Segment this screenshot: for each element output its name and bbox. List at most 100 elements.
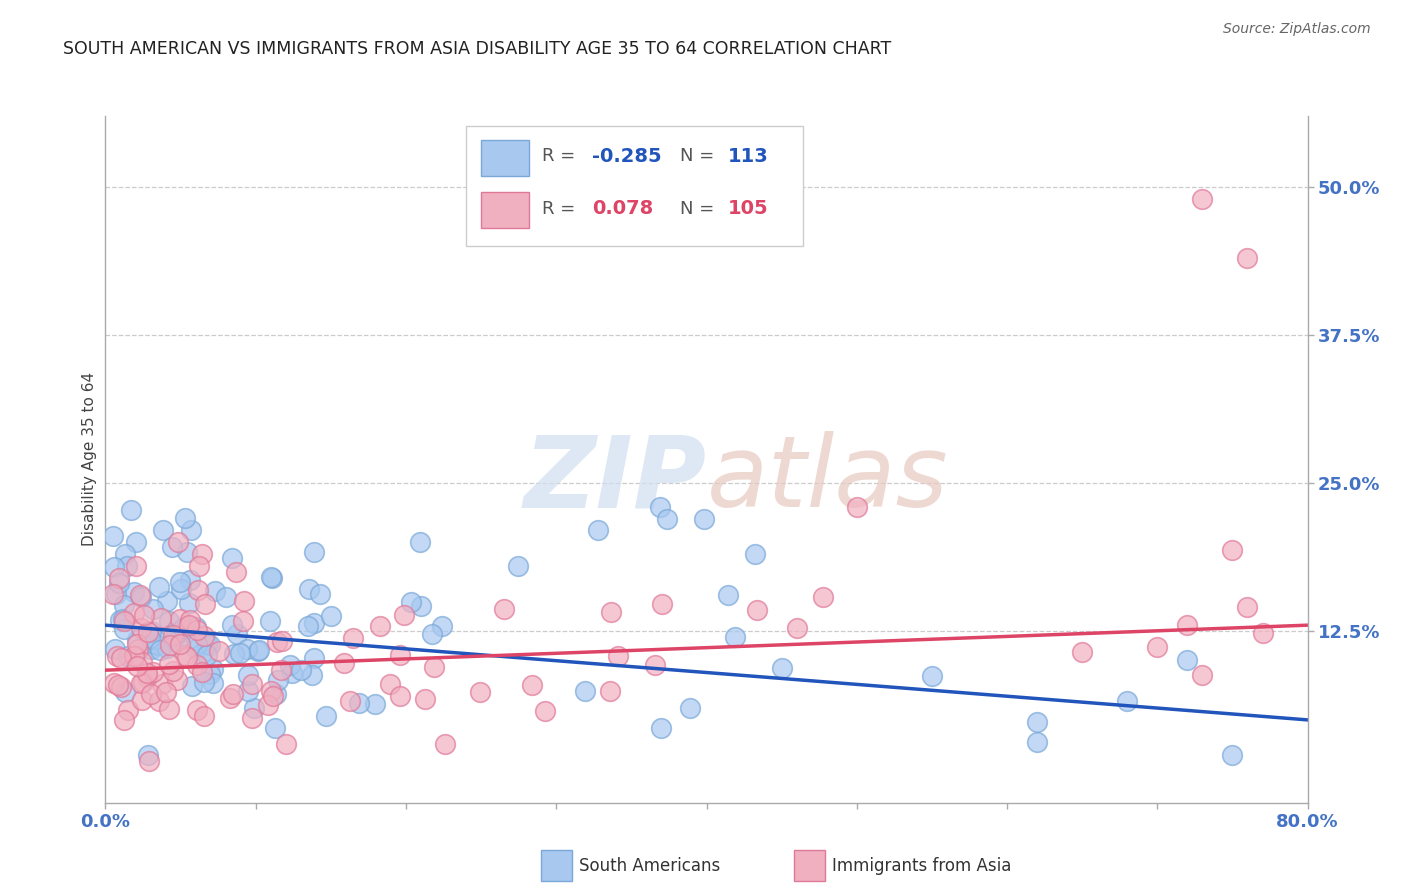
Point: [114, 547, 136, 561]
Point: [142, 601, 165, 615]
Point: [112, 615, 135, 629]
Point: [845, 500, 868, 514]
Point: [125, 535, 148, 549]
Point: [228, 646, 250, 660]
Point: [679, 701, 702, 715]
Point: [107, 571, 129, 585]
Text: R =: R =: [541, 200, 581, 218]
Point: [266, 635, 288, 649]
Point: [190, 648, 212, 662]
Text: 0.078: 0.078: [592, 199, 654, 219]
Point: [270, 633, 292, 648]
Point: [222, 687, 245, 701]
Point: [117, 648, 139, 663]
Y-axis label: Disability Age 35 to 64: Disability Age 35 to 64: [82, 372, 97, 547]
Point: [124, 648, 146, 663]
Point: [506, 558, 529, 573]
Point: [392, 608, 415, 623]
Text: Source: ZipAtlas.com: Source: ZipAtlas.com: [1223, 22, 1371, 37]
Point: [219, 690, 242, 705]
Text: SOUTH AMERICAN VS IMMIGRANTS FROM ASIA DISABILITY AGE 35 TO 64 CORRELATION CHART: SOUTH AMERICAN VS IMMIGRANTS FROM ASIA D…: [63, 40, 891, 58]
Text: -0.285: -0.285: [592, 147, 662, 166]
Point: [131, 590, 153, 604]
Point: [267, 673, 290, 687]
Point: [786, 621, 808, 635]
Point: [162, 665, 184, 679]
Point: [745, 602, 768, 616]
Point: [132, 675, 155, 690]
Point: [152, 524, 174, 538]
Point: [717, 589, 740, 603]
Point: [148, 694, 170, 708]
Point: [423, 660, 446, 674]
Point: [139, 642, 162, 657]
Point: [198, 666, 221, 681]
Point: [110, 651, 132, 665]
Point: [339, 694, 361, 708]
Point: [811, 590, 834, 604]
Point: [146, 638, 169, 652]
Point: [195, 637, 218, 651]
Point: [124, 584, 146, 599]
Point: [138, 755, 160, 769]
Point: [309, 587, 332, 601]
Point: [260, 683, 283, 698]
Point: [125, 632, 148, 647]
Point: [169, 575, 191, 590]
Point: [921, 669, 943, 683]
Point: [112, 713, 135, 727]
Point: [139, 631, 162, 645]
Point: [1251, 626, 1274, 640]
Point: [155, 685, 177, 699]
Point: [260, 570, 283, 584]
Point: [238, 684, 260, 698]
Point: [1146, 640, 1168, 655]
Point: [302, 615, 325, 630]
Point: [262, 571, 284, 585]
Point: [139, 624, 162, 639]
Point: [242, 701, 264, 715]
Text: atlas: atlas: [707, 432, 948, 528]
Point: [236, 667, 259, 681]
Point: [225, 566, 247, 580]
Text: Immigrants from Asia: Immigrants from Asia: [832, 857, 1012, 875]
Point: [388, 648, 411, 662]
Point: [1236, 599, 1258, 614]
Point: [122, 649, 145, 664]
Point: [1191, 192, 1213, 206]
Point: [107, 678, 129, 692]
Point: [651, 598, 673, 612]
Point: [117, 703, 139, 717]
Point: [599, 605, 621, 619]
Point: [180, 679, 202, 693]
Point: [160, 540, 183, 554]
Point: [364, 698, 387, 712]
Point: [177, 596, 200, 610]
Point: [235, 641, 257, 656]
Point: [169, 637, 191, 651]
Point: [470, 685, 492, 699]
Point: [342, 632, 364, 646]
Point: [368, 618, 391, 632]
Point: [270, 663, 292, 677]
Point: [108, 613, 131, 627]
Point: [264, 721, 287, 735]
Point: [607, 649, 630, 664]
Point: [193, 675, 215, 690]
Point: [201, 662, 224, 676]
Point: [242, 711, 264, 725]
Bar: [481, 192, 529, 228]
Point: [129, 621, 152, 635]
Point: [134, 607, 156, 622]
Point: [297, 619, 319, 633]
Point: [399, 595, 422, 609]
Point: [143, 632, 166, 646]
Point: [301, 668, 323, 682]
Point: [172, 621, 194, 635]
Point: [276, 737, 298, 751]
Point: [693, 511, 716, 525]
Point: [131, 692, 153, 706]
Point: [163, 629, 186, 643]
Point: [266, 687, 288, 701]
Point: [232, 614, 254, 628]
